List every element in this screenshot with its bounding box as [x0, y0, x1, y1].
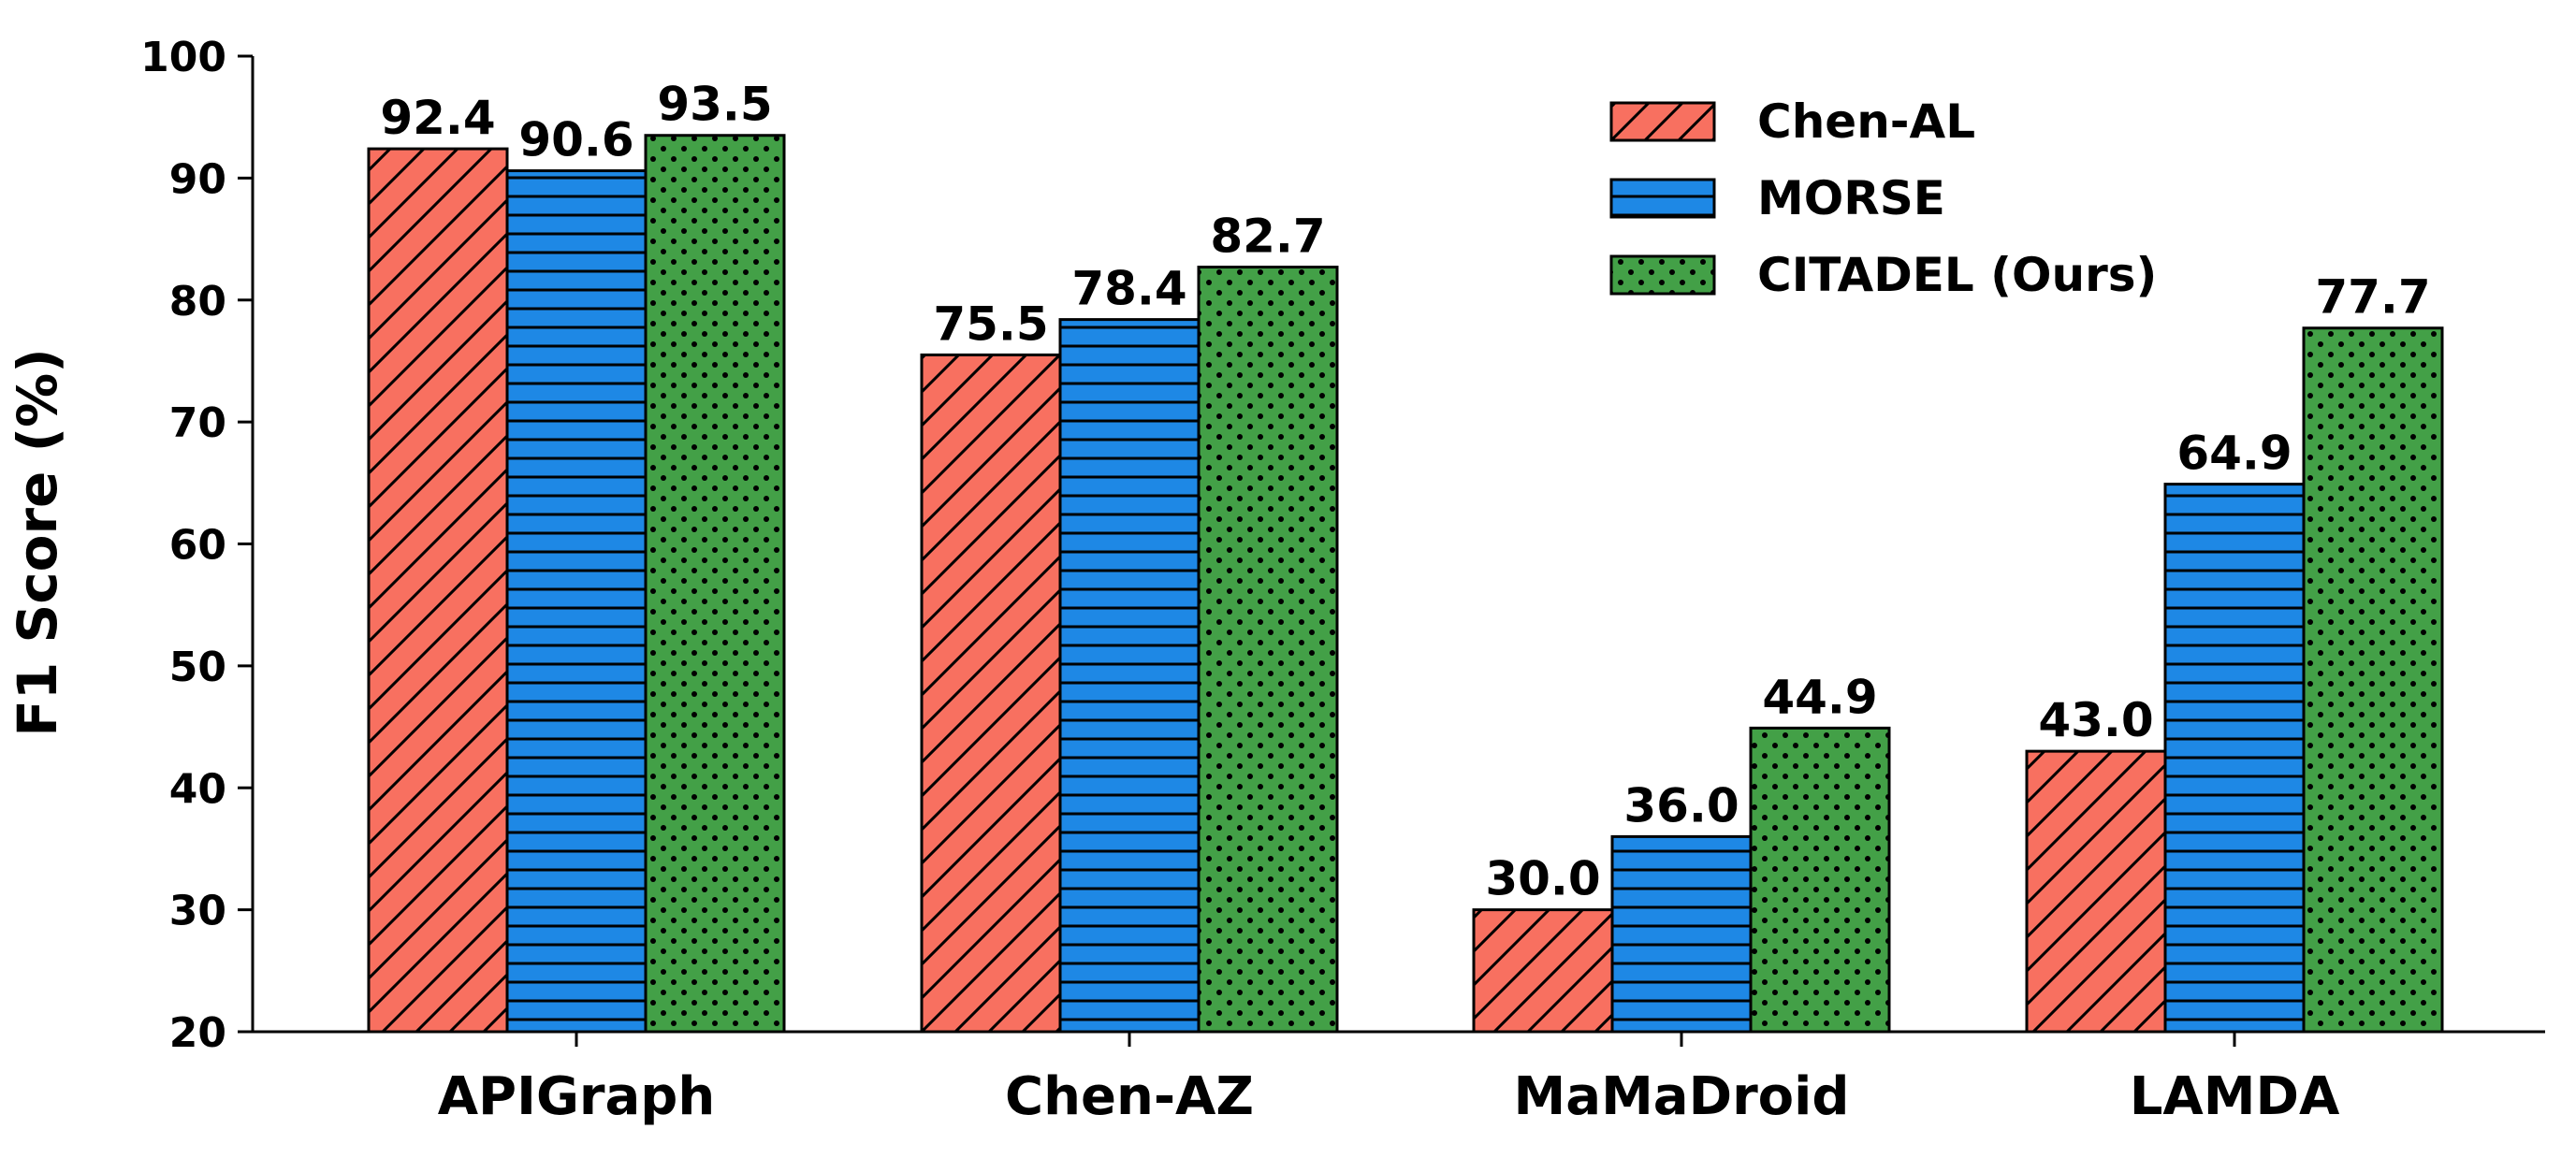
legend-citadel-ours-label: CITADEL (Ours) [1757, 248, 2157, 302]
axes-layer: 20 30 40 50 60 70 80 90 100 APIGraph Chen-AZ MaMaDr… [140, 34, 2545, 1127]
y-tick-label: 40 [169, 765, 226, 813]
value-label: 92.4 [380, 91, 495, 145]
y-tick-label: 90 [169, 155, 226, 203]
value-label: 44.9 [1762, 670, 1877, 724]
x-tick-label: LAMDA [2130, 1066, 2340, 1127]
value-label: 36.0 [1623, 778, 1739, 832]
legend-morse-label: MORSE [1757, 171, 1945, 225]
value-label: 82.7 [1210, 210, 1325, 264]
legend-morse-swatch [1609, 178, 1716, 219]
value-label: 30.0 [1485, 852, 1600, 906]
bar-chen-al-apigraph [367, 147, 509, 1034]
y-tick-label: 30 [169, 888, 226, 935]
bar-morse-lamda [2163, 483, 2306, 1034]
x-tick-label: Chen-AZ [1005, 1066, 1254, 1127]
y-tick-label: 20 [169, 1009, 226, 1057]
bar-citadel-ours-chen-az [1197, 266, 1339, 1034]
value-label: 78.4 [1071, 262, 1186, 316]
value-label: 93.5 [657, 78, 772, 132]
y-axis-label: F1 Score (%) [6, 348, 69, 736]
bars-layer [367, 134, 2444, 1034]
x-tick-label: APIGraph [438, 1066, 716, 1127]
x-tick-label: MaMaDroid [1514, 1066, 1850, 1127]
bar-morse-chen-az [1058, 318, 1201, 1034]
value-label: 64.9 [2176, 427, 2292, 481]
bar-morse-mamadroid [1610, 834, 1753, 1034]
y-tick-label: 80 [169, 278, 226, 326]
bar-chen-al-lamda [2025, 749, 2167, 1034]
bar-citadel-ours-lamda [2302, 326, 2444, 1034]
value-label: 43.0 [2038, 693, 2153, 747]
legend: Chen-AL MORSE CITADEL (Ours) [1609, 94, 2157, 302]
legend-chen-al-label: Chen-AL [1757, 94, 1975, 149]
bar-citadel-ours-mamadroid [1749, 726, 1891, 1034]
value-labels-layer: 92.4 90.6 93.5 75.5 78.4 82.7 30.0 36.0 44.9 43.0… [380, 78, 2430, 906]
bar-chen-al-mamadroid [1472, 908, 1614, 1034]
bar-morse-apigraph [505, 169, 648, 1034]
legend-chen-al-swatch [1609, 101, 1716, 142]
y-tick-label: 70 [169, 399, 226, 447]
y-tick-label: 50 [169, 644, 226, 691]
bar-citadel-ours-apigraph [644, 134, 786, 1034]
value-label: 90.6 [518, 113, 633, 167]
value-label: 77.7 [2315, 270, 2430, 325]
value-label: 75.5 [933, 297, 1048, 351]
legend-citadel-ours-swatch [1609, 254, 1716, 296]
y-tick-label: 60 [169, 522, 226, 570]
bar-chen-al-chen-az [920, 353, 1062, 1034]
y-tick-label: 100 [140, 34, 226, 81]
